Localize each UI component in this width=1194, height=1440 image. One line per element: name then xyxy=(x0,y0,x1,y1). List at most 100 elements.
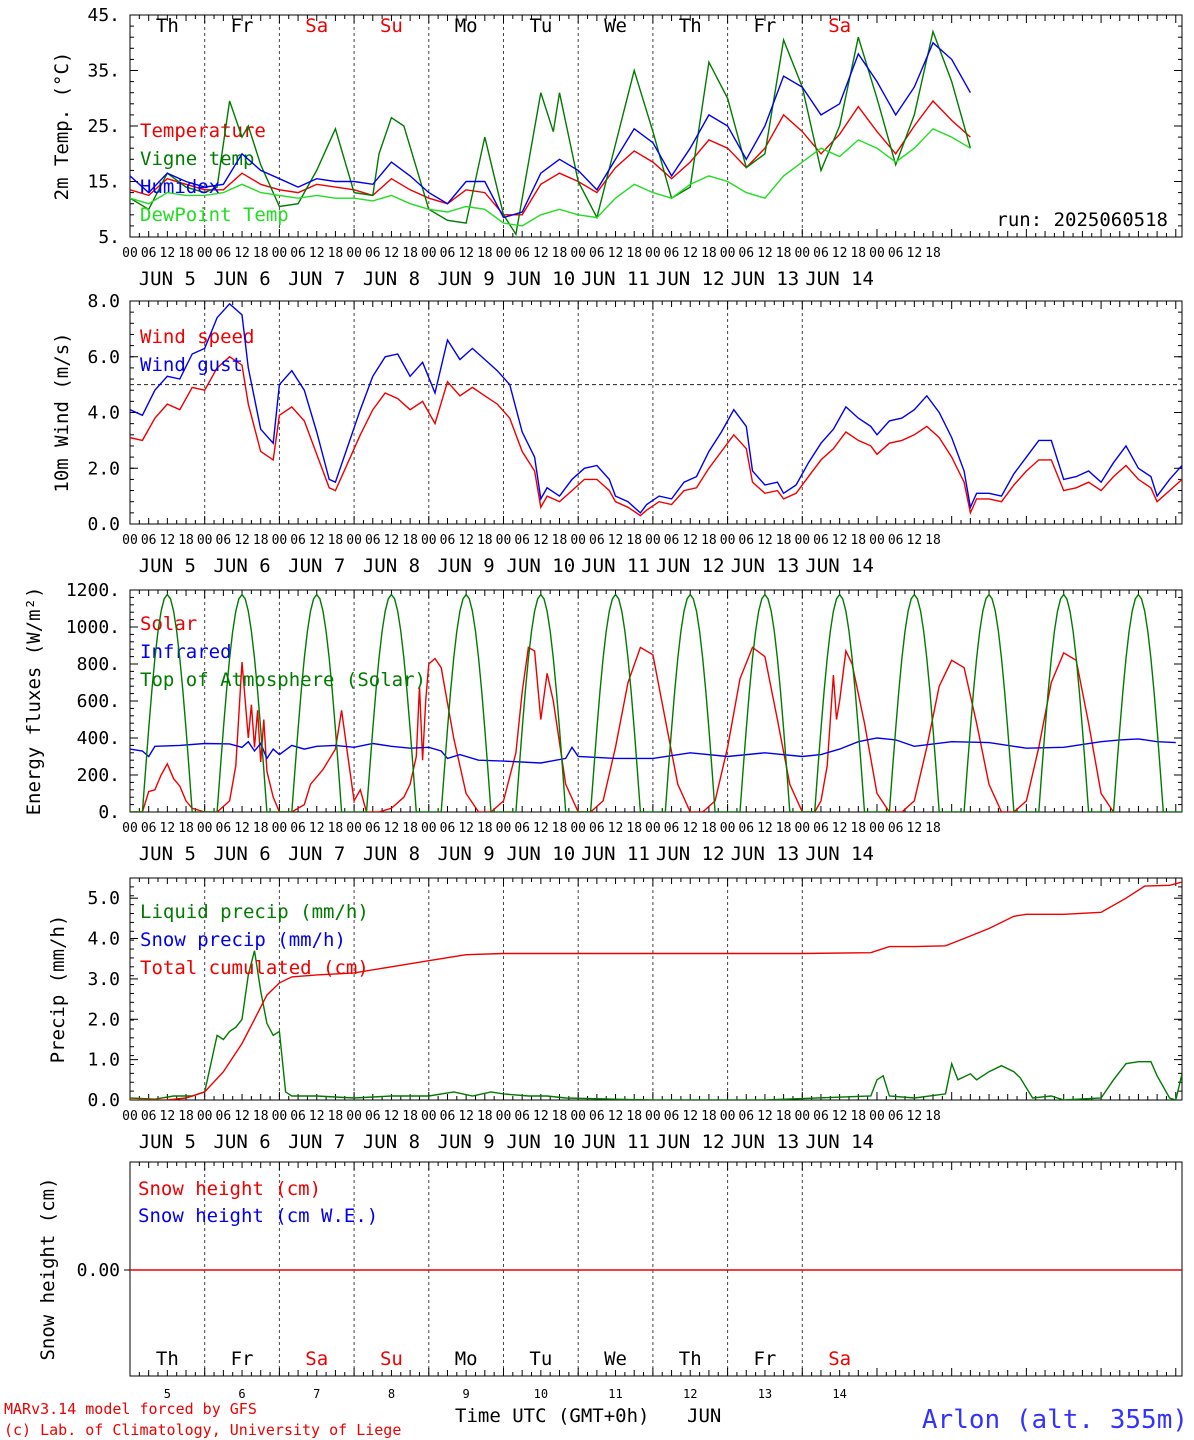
y-axis-label: Precip (mm/h) xyxy=(47,915,69,1064)
date-label: JUN 10 xyxy=(507,268,576,290)
y-tick-label: 45. xyxy=(87,5,120,26)
hour-tick-label: 12 xyxy=(234,533,250,548)
date-label: JUN 11 xyxy=(581,843,650,865)
hour-tick-label: 12 xyxy=(907,821,923,836)
series-line-total-cumulated-cm xyxy=(130,881,1182,1100)
date-label: JUN 8 xyxy=(363,268,420,290)
hour-tick-label: 18 xyxy=(178,533,194,548)
hour-tick-label: 00 xyxy=(570,246,586,261)
date-label: JUN 8 xyxy=(363,555,420,577)
hour-tick-label: 18 xyxy=(626,533,642,548)
hour-tick-label: 00 xyxy=(346,821,362,836)
day-number-label: 9 xyxy=(463,1387,470,1401)
hour-tick-label: 18 xyxy=(701,246,717,261)
weekday-label: Mo xyxy=(455,1348,478,1370)
y-tick-label: 6.0 xyxy=(87,347,120,368)
hour-tick-label: 00 xyxy=(570,533,586,548)
hour-tick-label: 18 xyxy=(552,821,568,836)
date-label: JUN 5 xyxy=(139,843,196,865)
hour-tick-label: 12 xyxy=(458,821,474,836)
hour-tick-label: 06 xyxy=(589,246,605,261)
date-label: JUN 8 xyxy=(363,1131,420,1153)
hour-tick-label: 06 xyxy=(216,821,232,836)
hour-tick-label: 18 xyxy=(178,821,194,836)
weekday-label: Su xyxy=(380,1348,403,1370)
hour-tick-label: 12 xyxy=(309,1109,325,1124)
weekday-label: Th xyxy=(679,1348,702,1370)
hour-tick-label: 18 xyxy=(776,1109,792,1124)
hour-tick-label: 12 xyxy=(309,246,325,261)
legend-entry: Vigne temp xyxy=(140,148,254,170)
hour-tick-label: 18 xyxy=(477,533,493,548)
date-label: JUN 9 xyxy=(438,268,495,290)
hour-tick-label: 18 xyxy=(626,246,642,261)
hour-tick-label: 00 xyxy=(421,821,437,836)
date-label: JUN 7 xyxy=(288,1131,345,1153)
hour-tick-label: 18 xyxy=(477,1109,493,1124)
hour-tick-label: 06 xyxy=(738,533,754,548)
hour-tick-label: 00 xyxy=(794,821,810,836)
series-line-dewpoint-temp xyxy=(130,127,971,227)
hour-tick-label: 12 xyxy=(384,1109,400,1124)
series-line-wind-gust xyxy=(130,302,1182,514)
hour-tick-label: 12 xyxy=(384,533,400,548)
hour-tick-label: 00 xyxy=(122,821,138,836)
hour-tick-label: 06 xyxy=(813,1109,829,1124)
weekday-label: Tu xyxy=(529,15,552,37)
hour-tick-label: 18 xyxy=(925,533,941,548)
series-line-solar xyxy=(130,646,1115,812)
hour-tick-label: 06 xyxy=(738,821,754,836)
weekday-label: Fr xyxy=(753,15,776,37)
y-tick-label: 1200. xyxy=(66,580,120,601)
hour-tick-label: 00 xyxy=(496,533,512,548)
hour-tick-label: 00 xyxy=(720,533,736,548)
day-number-label: 11 xyxy=(608,1387,622,1401)
hour-tick-label: 06 xyxy=(813,246,829,261)
date-label: JUN 12 xyxy=(656,843,725,865)
hour-tick-label: 12 xyxy=(907,1109,923,1124)
hour-tick-label: 12 xyxy=(458,1109,474,1124)
weekday-label: Fr xyxy=(753,1348,776,1370)
day-number-label: 14 xyxy=(832,1387,846,1401)
hour-tick-label: 12 xyxy=(234,1109,250,1124)
hour-tick-label: 12 xyxy=(234,246,250,261)
hour-tick-label: 18 xyxy=(328,1109,344,1124)
day-number-label: 13 xyxy=(758,1387,772,1401)
y-tick-label: 2.0 xyxy=(87,1009,120,1030)
y-tick-label: 0. xyxy=(98,802,120,823)
date-label: JUN 7 xyxy=(288,555,345,577)
legend-entry: Top of Atmosphere (Solar) xyxy=(140,669,426,691)
hour-tick-label: 18 xyxy=(402,821,418,836)
hour-tick-label: 00 xyxy=(496,246,512,261)
y-axis-label: 10m Wind (m/s) xyxy=(51,332,73,492)
date-label: JUN 6 xyxy=(213,555,270,577)
hour-tick-label: 18 xyxy=(402,246,418,261)
hour-tick-label: 00 xyxy=(645,246,661,261)
x-axis-month: JUN xyxy=(687,1405,721,1427)
date-label: JUN 13 xyxy=(731,268,800,290)
hour-tick-label: 18 xyxy=(253,821,269,836)
hour-tick-label: 18 xyxy=(253,246,269,261)
hour-tick-label: 06 xyxy=(738,1109,754,1124)
hour-tick-label: 18 xyxy=(552,533,568,548)
hour-tick-label: 18 xyxy=(328,533,344,548)
hour-tick-label: 00 xyxy=(346,533,362,548)
hour-tick-label: 18 xyxy=(776,821,792,836)
date-label: JUN 12 xyxy=(656,555,725,577)
hour-tick-label: 00 xyxy=(346,246,362,261)
hour-tick-label: 12 xyxy=(757,533,773,548)
hour-tick-label: 12 xyxy=(384,246,400,261)
y-tick-label: 0.0 xyxy=(87,514,120,535)
panel-4: 0.0 1.0 2.0 3.0 4.0 5.0 Precip (mm/h) Liquid pr… xyxy=(47,877,1183,1153)
hour-tick-label: 12 xyxy=(160,533,176,548)
hour-tick-label: 12 xyxy=(309,533,325,548)
y-tick-label: 1000. xyxy=(66,617,120,638)
hour-tick-label: 00 xyxy=(720,246,736,261)
date-label: JUN 5 xyxy=(139,555,196,577)
plot-frame xyxy=(129,300,1183,525)
hour-tick-label: 06 xyxy=(514,533,530,548)
hour-tick-label: 18 xyxy=(776,246,792,261)
hour-tick-label: 12 xyxy=(608,533,624,548)
panel-5: 0.00 Snow height (cm) Snow height (cm) Snow… xyxy=(37,1161,1183,1401)
hour-tick-label: 00 xyxy=(869,246,885,261)
